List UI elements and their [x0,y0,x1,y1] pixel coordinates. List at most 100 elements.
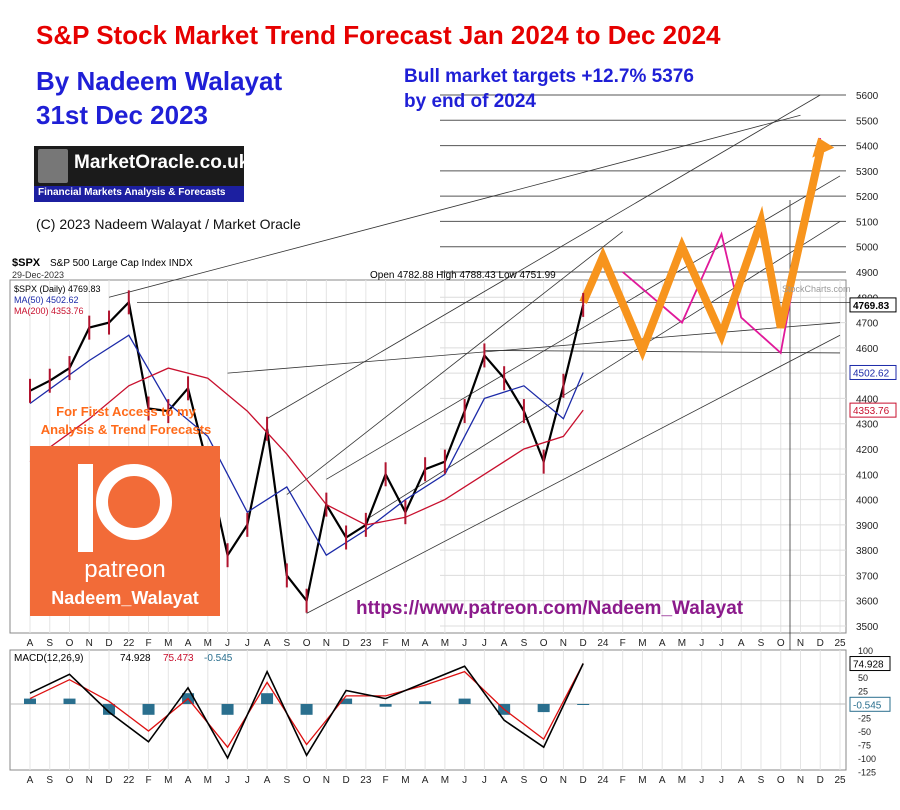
price-tick-label: 5400 [856,142,879,153]
patreon-url-link[interactable]: https://www.patreon.com/Nadeem_Walayat [356,598,744,619]
macd-x-tick-label: N [560,775,567,786]
statue-icon [38,149,68,183]
price-tick-label: 3700 [856,571,879,582]
price-tick-label: 4300 [856,420,879,431]
macd-label: MACD(12,26,9) [14,653,83,664]
macd-panel-frame [9,649,847,771]
macd-histogram-bar [24,698,36,704]
macd-x-tick-label: D [817,775,824,786]
x-tick-label: A [659,638,666,649]
macd-tick-label: 50 [858,673,868,683]
x-tick-label: D [105,638,112,649]
patreon-call-line-1: For First Access to my [56,404,196,419]
chart-symbol: $SPX [12,257,41,269]
macd-axis-tag-box [849,656,891,672]
macd-histogram-bar [379,704,392,707]
macd-x-tick-label: A [185,775,192,786]
macd-x-tick-label: J [719,775,724,786]
target-line-1: Bull market targets +12.7% 5376 [404,66,694,87]
macd-histogram-value: -0.545 [204,653,233,664]
macd-x-tick-label: S [283,775,290,786]
x-tick-label: M [678,638,686,649]
macd-histogram-bar [340,698,353,704]
macd-tick-label: -75 [858,741,871,751]
price-tick-label: 4700 [856,319,879,330]
x-tick-label: F [145,638,151,649]
chart-description: S&P 500 Large Cap Index INDX [50,258,193,269]
x-tick-label: 25 [834,638,846,649]
stockcharts-watermark: StockCharts.com [782,284,851,294]
x-tick-label: J [699,638,704,649]
price-tick-label: 3800 [856,546,879,557]
macd-signal-line [29,663,584,749]
macd-x-tick-label: J [225,775,230,786]
price-axis-tag-box [849,364,897,380]
macd-histogram-bar [577,704,590,705]
price-tick-label: 5600 [856,91,879,102]
logo-tagline: Financial Markets Analysis & Forecasts [38,187,226,198]
macd-tick-label: -100 [858,754,876,764]
price-tick-label: 4000 [856,496,879,507]
date-line: 31st Dec 2023 [36,100,209,130]
x-tick-label: D [342,638,349,649]
x-tick-label: O [777,638,785,649]
macd-x-tick-label: J [462,775,467,786]
macd-axis-tag: 74.928 [853,660,884,671]
macd-x-tick-label: 22 [123,775,135,786]
trend-line [326,175,841,480]
macd-tick-label: -125 [858,768,876,778]
target-line-2: by end of 2024 [404,91,536,112]
macd-tick-label: 100 [858,646,873,656]
price-tick-label: 5100 [856,217,879,228]
macd-histogram-bar [458,698,471,704]
macd-x-tick-label: F [383,775,389,786]
macd-axis-tag-box [849,696,891,712]
x-tick-label: A [185,638,192,649]
legend-entry: MA(200) 4353.76 [14,306,84,316]
price-tick-label: 4900 [856,268,879,279]
macd-x-tick-label: S [758,775,765,786]
x-tick-label: M [441,638,449,649]
trend-line [286,231,623,495]
price-axis-tag: 4769.83 [853,301,890,312]
patreon-call-line-2: Analysis & Trend Forecasts [40,422,212,437]
copyright-text: (C) 2023 Nadeem Walayat / Market Oracle [36,216,301,232]
macd-line [29,663,584,760]
price-tick-label: 4400 [856,394,879,405]
patreon-banner[interactable]: patreon Nadeem_Walayat [30,446,220,616]
x-tick-label: M [401,638,409,649]
macd-histogram-bar [103,704,116,715]
price-axis-tag-box [849,402,897,418]
ohlc-readout: Open 4782.88 High 4788.43 Low 4751.99 [370,270,556,281]
price-axis-tag: 4502.62 [853,368,890,379]
x-tick-label: O [66,638,74,649]
forecast-path [579,150,825,362]
x-tick-label: S [521,638,528,649]
macd-x-tick-label: M [204,775,212,786]
macd-x-tick-label: O [540,775,548,786]
trend-line [227,322,841,374]
trend-line [266,94,821,420]
x-tick-label: N [797,638,804,649]
macd-signal-value: 75.473 [163,653,194,664]
macd-axis-tag: -0.545 [853,700,882,711]
macd-x-tick-label: M [401,775,409,786]
x-tick-label: D [580,638,587,649]
macd-x-tick-label: A [422,775,429,786]
price-panel-frame [9,279,847,634]
macd-x-tick-label: 23 [360,775,372,786]
x-tick-label: A [422,638,429,649]
x-tick-label: M [204,638,212,649]
price-tick-label: 4100 [856,470,879,481]
chart-bar-date: 29-Dec-2023 [12,270,64,280]
logo-tagline-bar [34,186,244,202]
macd-x-tick-label: N [323,775,330,786]
macd-x-tick-label: 25 [834,775,846,786]
macd-x-tick-label: A [501,775,508,786]
price-tick-label: 3900 [856,521,879,532]
macd-x-tick-label: A [738,775,745,786]
chart-title: S&P Stock Market Trend Forecast Jan 2024… [36,20,721,50]
price-tick-label: 4200 [856,445,879,456]
